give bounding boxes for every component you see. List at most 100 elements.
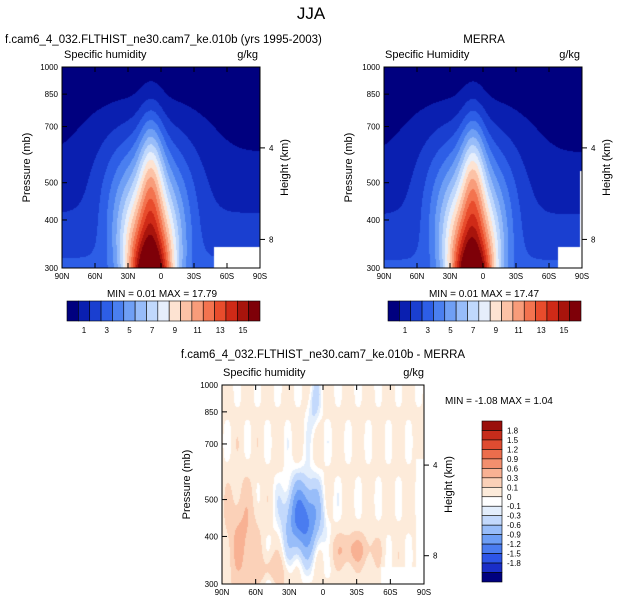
y-tick-label: 300 — [205, 580, 219, 589]
x-tick-label: 90S — [253, 272, 267, 281]
colorbar-swatch — [569, 300, 582, 322]
panel-title: MERRA — [463, 34, 505, 46]
colorbar-swatch — [478, 300, 491, 322]
colorbar-swatch — [387, 300, 400, 322]
x-tick-label: 0 — [481, 272, 486, 281]
colorbar-swatch — [157, 300, 170, 322]
x-tick-label: 30S — [187, 272, 201, 281]
colorbar-swatch — [180, 300, 193, 322]
colorbar-label: 3 — [426, 326, 431, 335]
colorbar-swatch — [78, 300, 91, 322]
y-tick-label: 400 — [205, 532, 219, 541]
y-tick-label: 1000 — [40, 63, 58, 72]
colorbar-label: -1.5 — [507, 550, 521, 559]
colorbar-swatch — [546, 300, 559, 322]
colorbar-label: 5 — [127, 326, 132, 335]
x-tick-label: 30S — [509, 272, 523, 281]
y-axis-label: Pressure (mb) — [343, 133, 355, 203]
x-tick-label: 60S — [542, 272, 556, 281]
colorbar-swatch — [481, 430, 503, 441]
colorbar-swatch — [168, 300, 181, 322]
colorbar-label: 1.5 — [507, 436, 519, 445]
colorbar-swatch — [421, 300, 434, 322]
colorbar-swatch — [481, 543, 503, 554]
colorbar-swatch — [214, 300, 227, 322]
page-title: JJA — [297, 4, 326, 23]
colorbar-swatch — [512, 300, 525, 322]
colorbar-label: 13 — [537, 326, 546, 335]
right-axis-label: Height (km) — [601, 139, 613, 196]
x-tick-label: 30N — [282, 588, 297, 597]
colorbar: 1.81.51.20.90.60.30.10-0.1-0.3-0.6-0.9-1… — [481, 420, 521, 583]
colorbar-label: 11 — [514, 326, 523, 335]
colorbar-swatch — [481, 515, 503, 526]
height-tick-label: 4 — [433, 461, 438, 470]
colorbar-label: 1 — [82, 326, 87, 335]
y-tick-label: 300 — [45, 264, 59, 273]
panel-stats: MIN = 0.01 MAX = 17.79 — [107, 289, 217, 300]
right-axis-label: Height (km) — [279, 139, 291, 196]
y-tick-label: 850 — [45, 90, 59, 99]
colorbar-swatch — [481, 458, 503, 469]
y-tick-label: 850 — [367, 90, 381, 99]
colorbar-label: 1 — [403, 326, 408, 335]
colorbar-swatch — [481, 477, 503, 488]
colorbar-label: 9 — [494, 326, 499, 335]
contour-fill — [384, 67, 582, 268]
y-axis-label: Pressure (mb) — [21, 133, 33, 203]
colorbar: 1 3 5 7 9 11 13 15 — [66, 300, 261, 335]
height-tick-label: 8 — [433, 552, 438, 561]
y-tick-label: 1000 — [200, 381, 218, 390]
colorbar-label: -0.1 — [507, 502, 521, 511]
panel-title: f.cam6_4_032.FLTHIST_ne30.cam7_ke.010b (… — [5, 34, 322, 46]
x-tick-label: 90S — [417, 588, 431, 597]
colorbar-swatch — [535, 300, 548, 322]
colorbar-swatch — [481, 524, 503, 535]
colorbar-swatch — [489, 300, 502, 322]
colorbar-swatch — [433, 300, 446, 322]
panel-units: g/kg — [559, 49, 580, 61]
colorbar-label: -1.2 — [507, 540, 521, 549]
colorbar-swatch — [481, 449, 503, 460]
panel-model: f.cam6_4_032.FLTHIST_ne30.cam7_ke.010b (… — [5, 34, 322, 335]
colorbar-label: -1.8 — [507, 559, 521, 568]
colorbar-swatch — [123, 300, 136, 322]
colorbar-swatch — [481, 553, 503, 564]
colorbar-label: 3 — [105, 326, 110, 335]
contour-plot: 90N 60N 30N 0 30S 60S 90S 300 400 500 700 850 1000 8 4… — [181, 381, 455, 597]
colorbar-swatch — [481, 496, 503, 507]
colorbar-swatch — [66, 300, 79, 322]
panel-title: f.cam6_4_032.FLTHIST_ne30.cam7_ke.010b -… — [181, 349, 466, 361]
y-tick-label: 500 — [367, 179, 381, 188]
colorbar-swatch — [410, 300, 423, 322]
panel-left-label: Specific humidity — [223, 367, 306, 379]
colorbar-swatch — [481, 534, 503, 545]
colorbar-label: 0.9 — [507, 455, 519, 464]
colorbar-swatch — [191, 300, 204, 322]
colorbar-swatch — [134, 300, 147, 322]
colorbar-swatch — [248, 300, 261, 322]
colorbar-swatch — [89, 300, 102, 322]
x-tick-label: 30N — [121, 272, 136, 281]
height-tick-label: 8 — [591, 235, 596, 244]
colorbar-label: 1.2 — [507, 445, 519, 454]
panel-stats: MIN = -1.08 MAX = 1.04 — [445, 396, 553, 407]
colorbar-swatch — [481, 572, 503, 583]
y-tick-label: 400 — [367, 216, 381, 225]
panel-units: g/kg — [237, 49, 258, 61]
x-tick-label: 0 — [321, 588, 326, 597]
y-tick-label: 700 — [205, 440, 219, 449]
x-tick-label: 90N — [215, 588, 230, 597]
colorbar-swatch — [202, 300, 215, 322]
colorbar-swatch — [481, 439, 503, 450]
colorbar-swatch — [501, 300, 514, 322]
x-tick-label: 60S — [383, 588, 397, 597]
colorbar-swatch — [481, 486, 503, 498]
colorbar-label: 15 — [239, 326, 248, 335]
colorbar-label: 15 — [560, 326, 569, 335]
colorbar-label: 1.8 — [507, 426, 519, 435]
panel-units: g/kg — [403, 367, 424, 379]
colorbar-label: 7 — [150, 326, 155, 335]
y-tick-label: 850 — [205, 408, 219, 417]
